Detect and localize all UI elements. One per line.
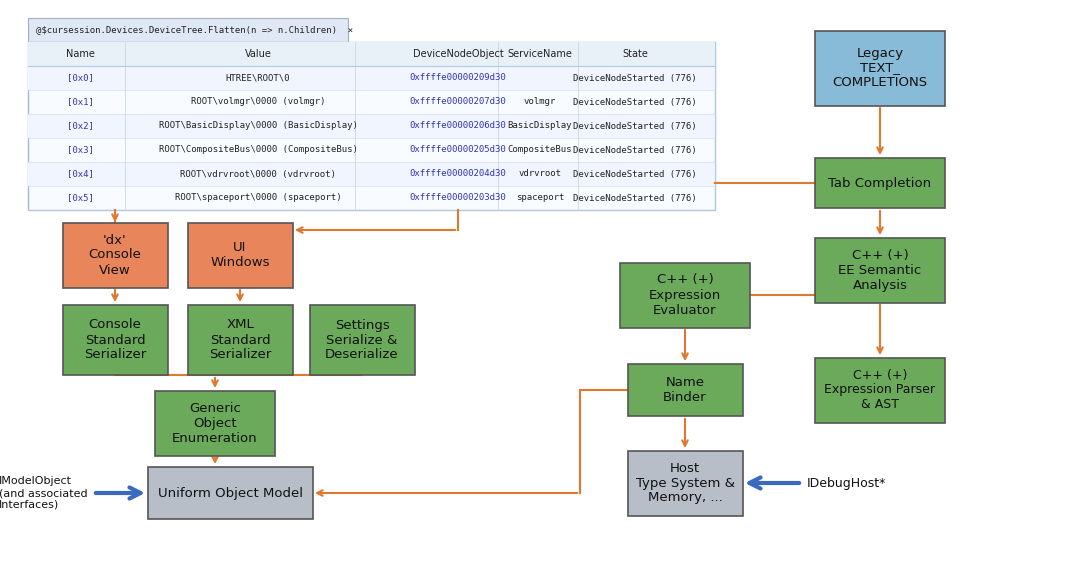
FancyBboxPatch shape	[309, 305, 414, 375]
Text: C++ (+)
EE Semantic
Analysis: C++ (+) EE Semantic Analysis	[838, 248, 922, 292]
Text: Tab Completion: Tab Completion	[828, 176, 931, 189]
FancyBboxPatch shape	[62, 223, 167, 288]
Text: ROOT\CompositeBus\0000 (CompositeBus): ROOT\CompositeBus\0000 (CompositeBus)	[159, 146, 357, 155]
Text: 0xffffe00000207d30: 0xffffe00000207d30	[410, 97, 506, 107]
Text: Host
Type System &
Memory, ...: Host Type System & Memory, ...	[635, 461, 735, 505]
Text: Name: Name	[65, 49, 94, 59]
Text: BasicDisplay: BasicDisplay	[508, 121, 572, 130]
Text: Generic
Object
Enumeration: Generic Object Enumeration	[172, 401, 258, 445]
Text: DeviceNodeObject: DeviceNodeObject	[413, 49, 503, 59]
FancyBboxPatch shape	[28, 42, 715, 66]
Text: UI
Windows: UI Windows	[210, 241, 269, 269]
Text: DeviceNodeStarted (776): DeviceNodeStarted (776)	[573, 170, 696, 179]
FancyBboxPatch shape	[620, 262, 750, 328]
Text: Uniform Object Model: Uniform Object Model	[158, 487, 303, 500]
FancyBboxPatch shape	[62, 305, 167, 375]
Text: 0xffffe00000206d30: 0xffffe00000206d30	[410, 121, 506, 130]
Text: ROOT\vdrvroot\0000 (vdrvroot): ROOT\vdrvroot\0000 (vdrvroot)	[180, 170, 336, 179]
Text: [0x1]: [0x1]	[67, 97, 93, 107]
Text: Value: Value	[245, 49, 271, 59]
FancyBboxPatch shape	[28, 66, 715, 90]
Text: CompositeBus: CompositeBus	[508, 146, 572, 155]
Text: C++ (+)
Expression
Evaluator: C++ (+) Expression Evaluator	[649, 274, 721, 316]
Text: Settings
Serialize &
Deserialize: Settings Serialize & Deserialize	[325, 319, 399, 361]
Text: HTREE\ROOT\0: HTREE\ROOT\0	[225, 74, 291, 83]
Text: ROOT\BasicDisplay\0000 (BasicDisplay): ROOT\BasicDisplay\0000 (BasicDisplay)	[159, 121, 357, 130]
FancyBboxPatch shape	[28, 18, 348, 42]
Text: ROOT\spaceport\0000 (spaceport): ROOT\spaceport\0000 (spaceport)	[175, 193, 341, 202]
Text: Legacy
TEXT_
COMPLETIONS: Legacy TEXT_ COMPLETIONS	[833, 47, 927, 89]
FancyBboxPatch shape	[28, 162, 715, 186]
Text: ServiceName: ServiceName	[508, 49, 572, 59]
Text: vdrvroot: vdrvroot	[518, 170, 561, 179]
Text: IModelObject
(and associated
Interfaces): IModelObject (and associated Interfaces)	[0, 477, 88, 510]
Text: [0x4]: [0x4]	[67, 170, 93, 179]
Text: State: State	[622, 49, 648, 59]
FancyBboxPatch shape	[815, 158, 945, 208]
Text: C++ (+)
Expression Parser
& AST: C++ (+) Expression Parser & AST	[824, 369, 936, 411]
Text: 0xffffe00000204d30: 0xffffe00000204d30	[410, 170, 506, 179]
FancyBboxPatch shape	[147, 467, 312, 519]
FancyBboxPatch shape	[815, 238, 945, 302]
Text: 0xffffe00000209d30: 0xffffe00000209d30	[410, 74, 506, 83]
Text: IDebugHost*: IDebugHost*	[807, 477, 886, 490]
FancyBboxPatch shape	[815, 30, 945, 106]
Text: 0xffffe00000203d30: 0xffffe00000203d30	[410, 193, 506, 202]
FancyBboxPatch shape	[155, 391, 275, 455]
Text: [0x3]: [0x3]	[67, 146, 93, 155]
Text: DeviceNodeStarted (776): DeviceNodeStarted (776)	[573, 74, 696, 83]
Text: DeviceNodeStarted (776): DeviceNodeStarted (776)	[573, 146, 696, 155]
Text: [0x0]: [0x0]	[67, 74, 93, 83]
FancyBboxPatch shape	[28, 114, 715, 138]
Text: [0x5]: [0x5]	[67, 193, 93, 202]
Text: [0x2]: [0x2]	[67, 121, 93, 130]
Text: Name
Binder: Name Binder	[663, 376, 707, 404]
Text: 0xffffe00000205d30: 0xffffe00000205d30	[410, 146, 506, 155]
FancyBboxPatch shape	[188, 223, 293, 288]
Text: XML
Standard
Serializer: XML Standard Serializer	[209, 319, 271, 361]
Text: @$cursession.Devices.DeviceTree.Flatten(n => n.Children)  ×: @$cursession.Devices.DeviceTree.Flatten(…	[36, 25, 353, 34]
Text: DeviceNodeStarted (776): DeviceNodeStarted (776)	[573, 193, 696, 202]
Text: DeviceNodeStarted (776): DeviceNodeStarted (776)	[573, 121, 696, 130]
Text: spaceport: spaceport	[516, 193, 564, 202]
Text: Console
Standard
Serializer: Console Standard Serializer	[84, 319, 146, 361]
FancyBboxPatch shape	[628, 364, 743, 416]
Text: ROOT\volmgr\0000 (volmgr): ROOT\volmgr\0000 (volmgr)	[191, 97, 325, 107]
FancyBboxPatch shape	[628, 451, 743, 515]
FancyBboxPatch shape	[28, 42, 715, 210]
FancyBboxPatch shape	[815, 357, 945, 423]
Text: DeviceNodeStarted (776): DeviceNodeStarted (776)	[573, 97, 696, 107]
Text: 'dx'
Console
View: 'dx' Console View	[89, 233, 142, 277]
FancyBboxPatch shape	[188, 305, 293, 375]
Text: volmgr: volmgr	[524, 97, 556, 107]
